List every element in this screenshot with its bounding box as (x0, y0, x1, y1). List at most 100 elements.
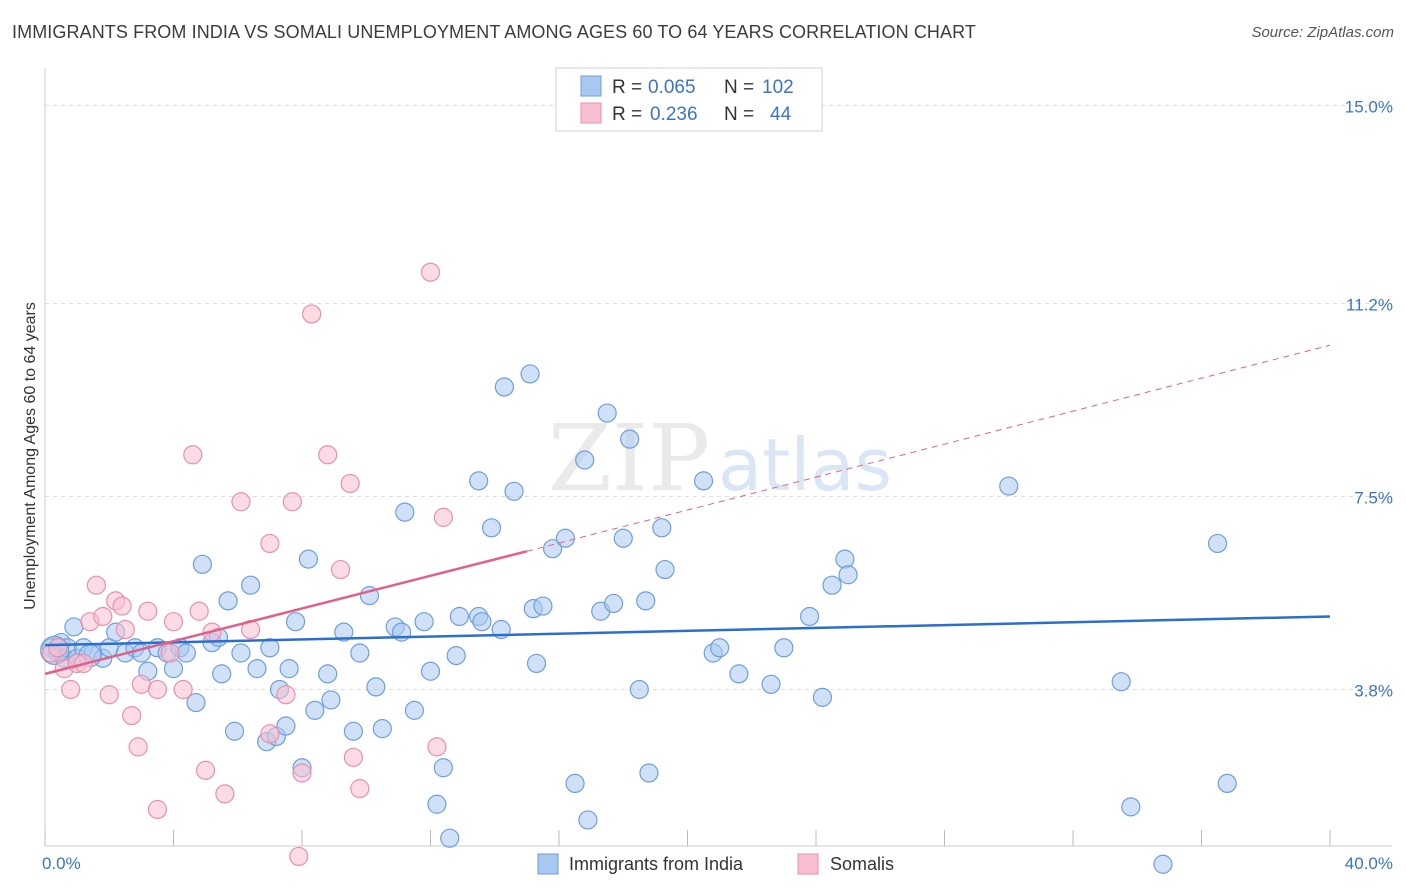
somali-point (196, 760, 216, 780)
india-point (575, 450, 595, 470)
india-point (822, 575, 842, 595)
somali-point (343, 747, 363, 767)
somali-points (41, 262, 453, 867)
somali-point (93, 606, 113, 627)
india-point (761, 674, 781, 694)
y-tick-label: 7.5% (1354, 489, 1393, 508)
india-point (372, 719, 392, 739)
india-point (636, 591, 656, 611)
india-point (321, 690, 341, 710)
india-point (414, 612, 434, 632)
india-point (343, 721, 363, 741)
india-point (350, 643, 370, 663)
india-point (212, 664, 232, 684)
india-point (305, 700, 325, 720)
india-point (526, 653, 547, 674)
grid-layer (45, 104, 1392, 691)
y-tick-labels: 3.8% 7.5% 11.2% 15.0% (1345, 97, 1393, 700)
india-point (542, 539, 563, 559)
bottom-legend-swatch-india (537, 853, 559, 875)
india-point (192, 554, 213, 574)
india-point (427, 794, 447, 814)
correlation-legend: R = 0.065 N = 102 R = 0.236 N = 44 (555, 67, 823, 132)
india-point (1207, 533, 1228, 554)
somali-point (173, 679, 193, 700)
legend-r-value-india: 0.065 (648, 77, 696, 98)
india-point (565, 773, 585, 794)
india-point (241, 575, 261, 595)
somali-point (183, 445, 203, 465)
watermark-zip: ZIP (548, 405, 710, 512)
somali-point (160, 643, 180, 663)
india-point (366, 677, 386, 697)
india-point (774, 638, 794, 658)
somali-point (276, 685, 296, 705)
india-point (504, 481, 524, 501)
y-axis-title: Unemployment Among Ages 60 to 64 years (22, 302, 39, 610)
india-point (279, 659, 299, 679)
somali-point (289, 846, 309, 867)
india-point (318, 664, 338, 684)
series-legend: Immigrants from India Somalis (537, 853, 894, 875)
india-trend-line (44, 615, 1331, 647)
india-point (578, 810, 598, 830)
india-point (176, 643, 196, 663)
x-ticks (44, 830, 1331, 846)
india-point (620, 429, 640, 449)
india-point (533, 596, 553, 616)
somali-point (147, 799, 168, 820)
india-point (1153, 854, 1173, 874)
india-point (276, 716, 296, 736)
somali-point (189, 601, 209, 621)
watermark-atlas: atlas (718, 423, 892, 507)
india-point (1217, 773, 1237, 794)
somali-point (282, 492, 302, 512)
india-point (449, 606, 470, 627)
india-point (838, 565, 858, 585)
somali-point (131, 674, 151, 694)
trend-layer (44, 344, 1331, 676)
india-point (494, 377, 514, 397)
somali-point (86, 575, 107, 595)
india-point (446, 646, 466, 666)
india-point (597, 403, 617, 423)
india-point (1121, 797, 1141, 817)
somali-point (318, 445, 338, 465)
x-tick-label-min: 0.0% (42, 854, 81, 873)
india-point (652, 518, 672, 538)
india-point (420, 661, 441, 681)
india-point (163, 659, 184, 679)
india-point (629, 679, 649, 700)
somali-trend-line (44, 550, 528, 676)
somali-point (147, 679, 168, 700)
india-point (613, 528, 633, 548)
india-point (812, 687, 833, 707)
india-point (655, 559, 675, 580)
y-tick-label: 3.8% (1354, 682, 1393, 701)
somali-point (215, 784, 235, 804)
somali-point (231, 492, 251, 512)
legend-swatch-india (580, 75, 602, 97)
india-point (729, 664, 749, 684)
india-point (64, 617, 84, 637)
india-point (693, 471, 714, 491)
somali-point (420, 262, 441, 282)
india-point (186, 692, 206, 713)
somali-point (48, 638, 68, 658)
bottom-legend-swatch-somali (797, 853, 819, 875)
india-point (1111, 672, 1131, 692)
legend-r-value-somali: 0.236 (650, 104, 698, 125)
somali-point (427, 737, 447, 757)
somali-point (99, 685, 119, 705)
y-tick-label: 11.2% (1346, 296, 1393, 315)
india-point (440, 828, 460, 848)
india-point (224, 721, 245, 741)
india-point (710, 638, 730, 658)
somali-point (112, 596, 132, 616)
india-point (604, 593, 624, 614)
india-point (835, 549, 855, 569)
bottom-legend-label-india: Immigrants from India (569, 854, 744, 874)
india-point (231, 643, 251, 663)
india-point (247, 659, 267, 679)
